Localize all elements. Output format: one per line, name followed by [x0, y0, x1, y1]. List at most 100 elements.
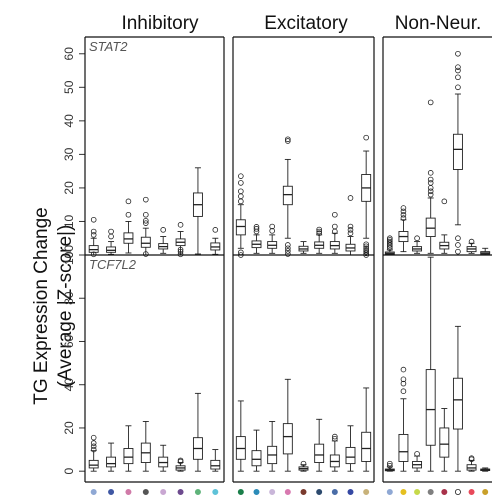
- y-tick-label-stat2-40: 40: [62, 114, 76, 128]
- outlier-stat2-excitatory-1-5: [238, 188, 244, 195]
- outlier-tcf7l2-non-neuronal-2-2: [400, 380, 407, 387]
- gene-label-stat2: STAT2: [89, 39, 128, 54]
- category-dot-non-neuronal-1: [386, 488, 393, 495]
- outlier-stat2-excitatory-9-3: [363, 248, 369, 255]
- outlier-tcf7l2-excitatory-7-2: [332, 433, 338, 440]
- category-dot-excitatory-4: [284, 488, 291, 495]
- outlier-stat2-non-neuronal-2-2: [400, 211, 407, 218]
- gene-label-tcf7l2: TCF7L2: [89, 257, 137, 272]
- category-dot-excitatory-1: [237, 488, 244, 495]
- category-dot-inhibitory-5: [160, 488, 167, 495]
- outlier-stat2-non-neuronal-6-7: [455, 64, 461, 70]
- outlier-stat2-inhibitory-1-2: [90, 228, 97, 235]
- outlier-tcf7l2-non-neuronal-1-2: [387, 460, 393, 467]
- y-tick-label-tcf7l2-40: 40: [62, 378, 76, 392]
- outlier-stat2-inhibitory-2-1: [108, 233, 114, 240]
- outlier-stat2-non-neuronal-6-3: [455, 235, 461, 242]
- outlier-stat2-excitatory-9-8: [363, 134, 369, 141]
- outlier-stat2-non-neuronal-4-3: [427, 185, 434, 191]
- category-dot-inhibitory-3: [125, 488, 132, 495]
- box-stat2-non-neuronal-6: [452, 133, 463, 170]
- outlier-tcf7l2-excitatory-7-1: [332, 435, 338, 442]
- category-dot-excitatory-8: [347, 488, 354, 495]
- outlier-tcf7l2-inhibitory-6-2: [177, 457, 184, 464]
- outlier-stat2-excitatory-6-2: [316, 228, 322, 235]
- outlier-tcf7l2-inhibitory-1-4: [90, 434, 97, 441]
- y-axis-label-line2: (Average |Z-score|): [55, 225, 76, 388]
- outlier-stat2-inhibitory-6-3: [177, 246, 184, 253]
- outlier-stat2-inhibitory-2-2: [108, 228, 114, 235]
- y-tick-label-tcf7l2-20: 20: [62, 421, 76, 435]
- outlier-stat2-excitatory-2-3: [253, 224, 260, 230]
- box-tcf7l2-inhibitory-3: [123, 448, 134, 465]
- outlier-stat2-inhibitory-6-4: [177, 222, 184, 228]
- panel-title-inhibitory: Inhibitory: [121, 13, 199, 34]
- outlier-tcf7l2-non-neuronal-2-3: [400, 376, 407, 383]
- outlier-stat2-non-neuronal-4-4: [427, 180, 434, 186]
- outlier-stat2-excitatory-9-4: [363, 247, 369, 253]
- outlier-stat2-inhibitory-1-3: [90, 216, 97, 223]
- category-dot-non-neuronal-5: [441, 488, 448, 495]
- box-tcf7l2-inhibitory-1: [88, 459, 99, 469]
- outlier-stat2-non-neuronal-2-4: [400, 205, 407, 211]
- outlier-stat2-excitatory-9-5: [363, 245, 369, 252]
- outlier-stat2-excitatory-4-3: [285, 245, 291, 252]
- outlier-stat2-inhibitory-4-1: [143, 220, 149, 226]
- outlier-stat2-non-neuronal-5-1: [441, 198, 448, 205]
- outlier-stat2-inhibitory-1-4: [90, 251, 97, 258]
- box-stat2-excitatory-4: [282, 185, 293, 206]
- outlier-stat2-excitatory-8-1: [347, 230, 354, 237]
- outlier-tcf7l2-inhibitory-1-2: [90, 443, 97, 450]
- category-dot-inhibitory-1: [90, 488, 97, 495]
- category-dot-non-neuronal-2: [400, 488, 407, 495]
- outlier-stat2-non-neuronal-6-2: [455, 242, 461, 248]
- outlier-stat2-inhibitory-8-1: [212, 227, 219, 233]
- outlier-stat2-excitatory-4-2: [285, 248, 291, 254]
- box-tcf7l2-non-neuronal-6: [452, 377, 463, 430]
- box-tcf7l2-inhibitory-2: [106, 456, 117, 468]
- outlier-stat2-excitatory-1-3: [238, 198, 244, 205]
- outlier-stat2-excitatory-1-4: [238, 193, 244, 200]
- outlier-stat2-inhibitory-1-1: [90, 232, 97, 238]
- category-dot-inhibitory-4: [142, 488, 149, 495]
- outlier-stat2-non-neuronal-6-6: [455, 67, 461, 74]
- box-stat2-non-neuronal-4: [425, 217, 436, 238]
- outlier-stat2-inhibitory-3-1: [125, 211, 132, 218]
- box-stat2-inhibitory-1: [88, 245, 99, 253]
- category-dot-inhibitory-7: [194, 488, 201, 495]
- outlier-stat2-excitatory-8-2: [347, 227, 354, 233]
- y-tick-label-tcf7l2-100: 100: [62, 245, 76, 265]
- outlier-stat2-excitatory-7-2: [332, 223, 338, 230]
- outlier-stat2-excitatory-3-1: [269, 228, 275, 234]
- category-dot-non-neuronal-6: [454, 488, 461, 495]
- outlier-stat2-non-neuronal-6-4: [455, 84, 461, 91]
- box-tcf7l2-non-neuronal-5: [439, 427, 450, 458]
- outlier-stat2-non-neuronal-4-2: [427, 188, 434, 195]
- y-tick-label-stat2-0: 0: [62, 251, 76, 258]
- box-tcf7l2-excitatory-2: [251, 450, 262, 467]
- outlier-stat2-excitatory-1-7: [238, 173, 244, 179]
- outlier-stat2-inhibitory-4-2: [143, 217, 149, 224]
- panel-title-non-neuronal: Non-Neur.: [395, 13, 482, 34]
- outlier-stat2-non-neuronal-6-1: [455, 248, 461, 255]
- outlier-stat2-excitatory-2-2: [253, 226, 260, 232]
- category-dot-non-neuronal-8: [482, 488, 489, 495]
- outlier-stat2-inhibitory-4-3: [143, 211, 149, 218]
- outlier-stat2-inhibitory-3-2: [125, 198, 132, 205]
- outlier-stat2-excitatory-9-6: [363, 243, 369, 250]
- outlier-tcf7l2-non-neuronal-2-4: [400, 366, 407, 373]
- category-dot-inhibitory-2: [108, 488, 115, 495]
- y-tick-label-stat2-30: 30: [62, 147, 76, 161]
- outlier-stat2-excitatory-9-7: [363, 241, 369, 248]
- category-dot-excitatory-3: [269, 488, 276, 495]
- outlier-tcf7l2-inhibitory-1-1: [90, 446, 97, 453]
- outlier-stat2-excitatory-7-3: [332, 211, 338, 218]
- outlier-stat2-excitatory-4-1: [285, 251, 291, 257]
- outlier-stat2-non-neuronal-7-1: [468, 238, 475, 245]
- outlier-stat2-non-neuronal-4-7: [427, 99, 434, 106]
- outlier-stat2-non-neuronal-1-6: [387, 237, 393, 243]
- outlier-stat2-excitatory-8-3: [347, 223, 354, 230]
- outlier-stat2-non-neuronal-4-6: [427, 170, 434, 176]
- outlier-stat2-non-neuronal-6-8: [455, 50, 461, 57]
